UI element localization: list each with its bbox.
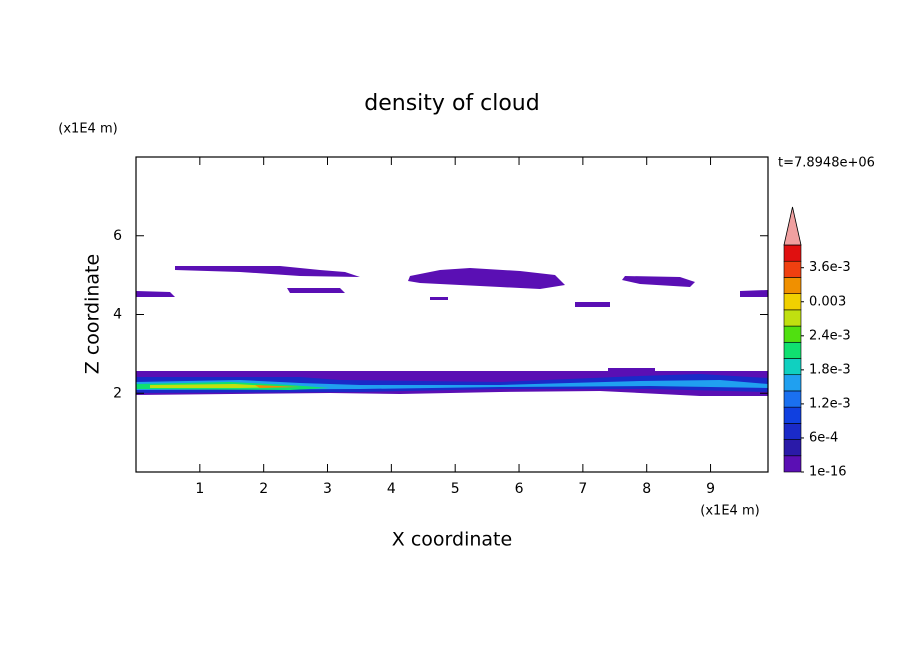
colorbar-band [783,325,802,343]
colorbar-band [783,244,802,262]
colorbar-band [783,341,802,359]
contour-region [575,302,610,307]
x-tick-label: 7 [578,481,587,497]
colorbar-band [783,439,802,457]
x-tick-label: 9 [706,481,715,497]
colorbar-band [783,260,802,278]
colorbar-band [783,390,802,408]
x-tick-label: 5 [451,481,460,497]
colorbar-band [783,455,802,473]
contour-region [622,276,695,287]
contour-region [136,291,175,297]
colorbar-band [783,374,802,392]
colorbar-band [783,358,802,376]
contour-region [740,290,768,297]
colorbar-band [783,406,802,424]
x-axis-label: X coordinate [392,529,512,551]
y-unit: (x1E4 m) [58,122,117,137]
colorbar-tick-label: 1e-16 [809,465,847,480]
x-tick-label: 8 [642,481,651,497]
contour-region [287,288,345,293]
y-axis-label: Z coordinate [82,254,104,374]
contour-region [430,297,448,300]
contour-region [608,368,655,372]
x-tick-label: 6 [515,481,524,497]
y-tick-label: 4 [113,307,122,323]
colorbar-tick-label: 0.003 [809,294,846,309]
colorbar-tick-label: 1.2e-3 [809,396,851,411]
contour-region [408,268,565,289]
contour-region [255,385,300,388]
colorbar-tick-label: 6e-4 [809,430,838,445]
colorbar-band [783,293,802,311]
y-tick-label: 6 [113,228,122,244]
colorbar-band [783,423,802,440]
contour-field [136,266,768,396]
x-tick-label: 4 [387,481,396,497]
y-tick-label: 2 [113,385,122,401]
x-unit: (x1E4 m) [700,504,759,519]
colorbar-tick-label: 1.8e-3 [809,362,851,377]
x-tick-label: 3 [323,481,332,497]
plot-frame [135,156,769,473]
x-tick-label: 1 [195,481,204,497]
x-tick-label: 2 [259,481,268,497]
contour-region [175,266,360,277]
colorbar-extension [783,206,802,246]
colorbar-band [783,277,802,294]
time-label: t=7.8948e+06 [778,156,875,171]
contour-region [150,384,290,388]
colorbar-band [783,309,802,327]
colorbar-tick-label: 2.4e-3 [809,328,851,343]
colorbar-tick-label: 3.6e-3 [809,260,851,275]
chart-title: density of cloud [364,91,539,116]
